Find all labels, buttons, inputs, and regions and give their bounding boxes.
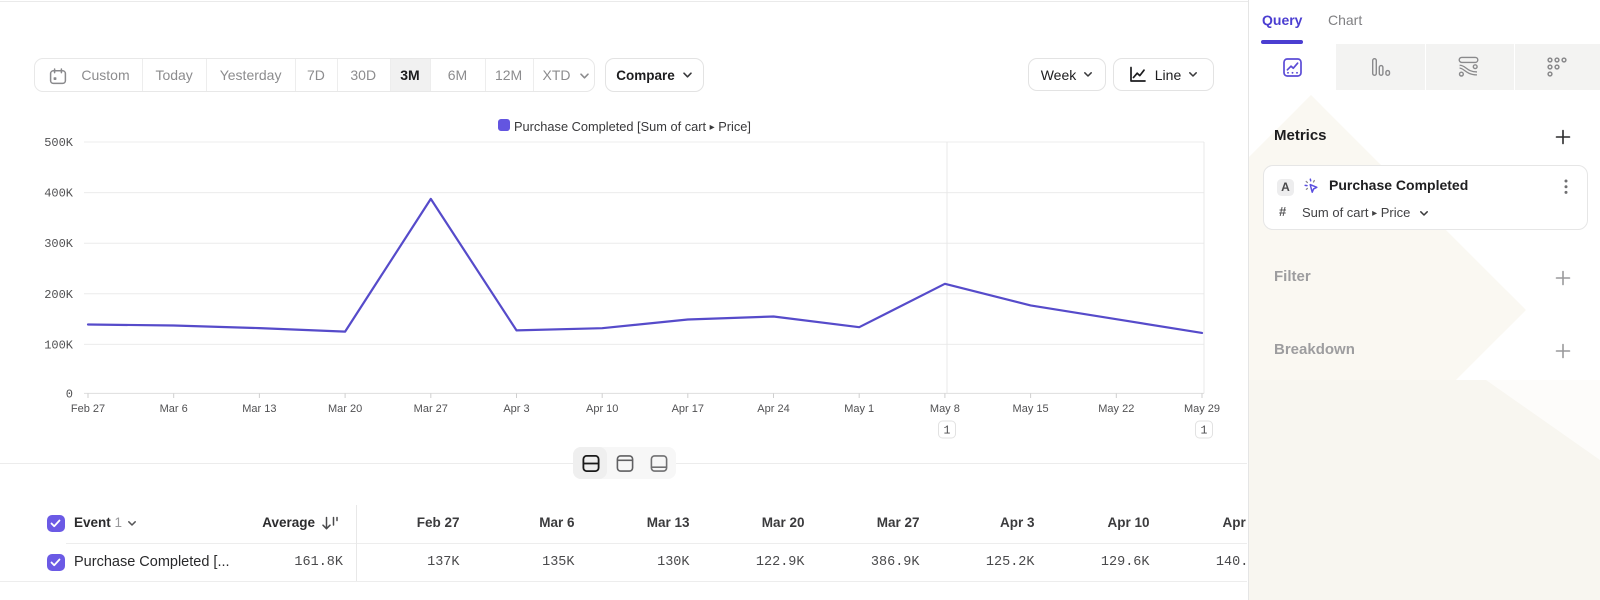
svg-text:400K: 400K xyxy=(44,187,74,201)
svg-text:May 1: May 1 xyxy=(844,403,874,415)
svg-text:Feb 27: Feb 27 xyxy=(71,403,105,415)
svg-text:Mar 13: Mar 13 xyxy=(242,403,276,415)
svg-text:Mar 27: Mar 27 xyxy=(414,403,448,415)
svg-text:300K: 300K xyxy=(44,237,74,251)
svg-text:May 29: May 29 xyxy=(1184,403,1220,415)
svg-text:100K: 100K xyxy=(44,338,74,352)
svg-text:500K: 500K xyxy=(44,136,74,150)
svg-text:Mar 20: Mar 20 xyxy=(328,403,362,415)
svg-text:May 22: May 22 xyxy=(1098,403,1134,415)
svg-text:Apr 10: Apr 10 xyxy=(586,403,618,415)
svg-text:Apr 24: Apr 24 xyxy=(757,403,789,415)
svg-text:May 8: May 8 xyxy=(930,403,960,415)
svg-text:1: 1 xyxy=(944,425,951,438)
svg-text:Mar 6: Mar 6 xyxy=(160,403,188,415)
svg-text:Apr 17: Apr 17 xyxy=(672,403,704,415)
svg-text:1: 1 xyxy=(1201,425,1208,438)
svg-text:May 15: May 15 xyxy=(1013,403,1049,415)
svg-text:200K: 200K xyxy=(44,288,74,302)
svg-text:Apr 3: Apr 3 xyxy=(503,403,529,415)
svg-text:0: 0 xyxy=(66,387,73,401)
